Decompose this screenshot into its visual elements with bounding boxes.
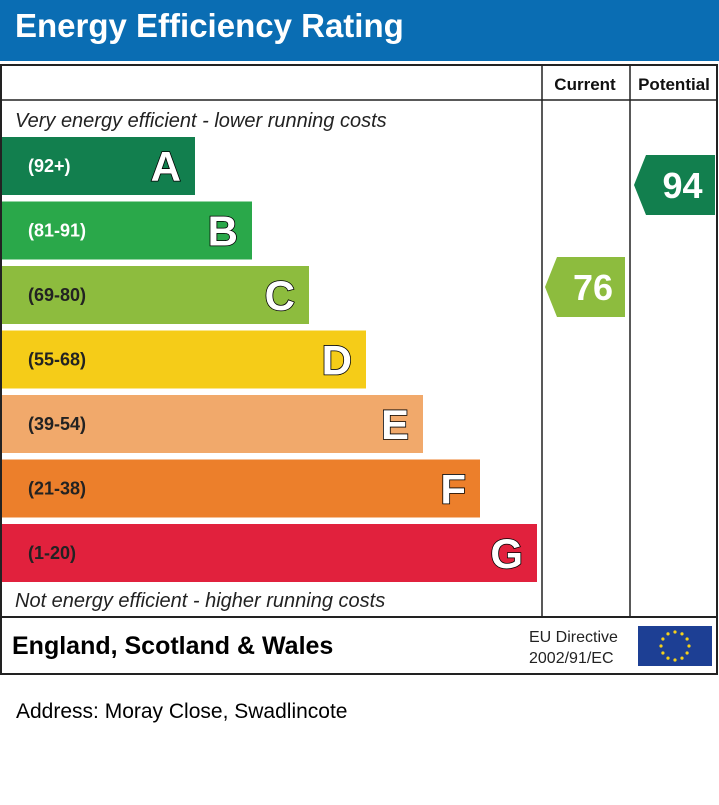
- current-column-header: Current: [554, 75, 616, 94]
- band-range-a: (92+): [28, 156, 71, 176]
- eu-directive-line1: EU Directive: [529, 629, 618, 646]
- eu-star-icon: [661, 637, 665, 641]
- band-range-f: (21-38): [28, 479, 86, 499]
- eu-directive-line2: 2002/91/EC: [529, 650, 614, 667]
- eu-star-icon: [673, 658, 677, 662]
- header-bar: Energy Efficiency Rating: [0, 0, 719, 61]
- band-range-g: (1-20): [28, 543, 76, 563]
- chart-frame: [0, 64, 718, 675]
- page-title: Energy Efficiency Rating: [15, 7, 404, 44]
- potential-rating-value: 94: [662, 165, 702, 206]
- eu-star-icon: [680, 656, 684, 660]
- efficient-note: Very energy efficient - lower running co…: [15, 110, 387, 132]
- eu-star-icon: [666, 656, 670, 660]
- band-range-b: (81-91): [28, 221, 86, 241]
- eu-star-icon: [685, 637, 689, 641]
- potential-column-header: Potential: [638, 75, 710, 94]
- band-letter-g: G: [490, 530, 523, 577]
- eu-star-icon: [680, 632, 684, 636]
- band-range-d: (55-68): [28, 350, 86, 370]
- rating-band-c: [2, 266, 309, 324]
- rating-band-b: [2, 201, 252, 260]
- energy-rating-chart: Current Potential Very energy efficient …: [0, 64, 718, 675]
- band-letter-e: E: [381, 401, 409, 448]
- rating-band-d: [2, 330, 366, 389]
- rating-band-g: [2, 524, 537, 582]
- eu-star-icon: [687, 644, 691, 648]
- eu-star-icon: [685, 651, 689, 655]
- band-letter-c: C: [265, 272, 295, 319]
- region-label: England, Scotland & Wales: [12, 632, 333, 660]
- eu-star-icon: [673, 630, 677, 634]
- rating-band-f: [2, 459, 480, 518]
- rating-bands: (92+) A (81-91) B (69-80) C (55-68) D (39-54) E (2…: [2, 137, 537, 582]
- band-letter-d: D: [322, 337, 352, 384]
- eu-star-icon: [666, 632, 670, 636]
- eu-star-icon: [659, 644, 663, 648]
- band-range-c: (69-80): [28, 285, 86, 305]
- address-line: Address: Moray Close, Swadlincote: [16, 700, 348, 723]
- rating-band-a: [2, 137, 195, 195]
- rating-indicators: 76 94: [545, 155, 715, 317]
- potential-rating-arrow: [634, 155, 715, 215]
- band-letter-f: F: [440, 466, 466, 513]
- current-rating-arrow: [545, 257, 625, 317]
- band-range-e: (39-54): [28, 414, 86, 434]
- rating-band-e: [2, 395, 423, 453]
- inefficient-note: Not energy efficient - higher running co…: [15, 590, 385, 612]
- eu-flag-icon: [638, 626, 712, 666]
- current-rating-value: 76: [573, 267, 613, 308]
- eu-star-icon: [661, 651, 665, 655]
- band-letter-a: A: [151, 143, 181, 190]
- band-letter-b: B: [208, 208, 238, 255]
